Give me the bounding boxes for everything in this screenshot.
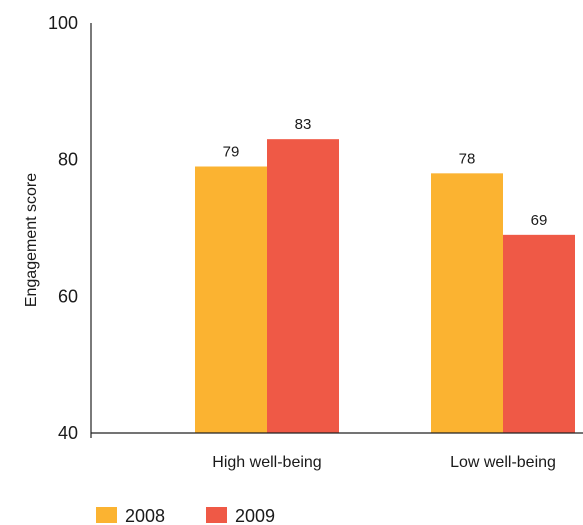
data-label-2008-1: 78 bbox=[459, 150, 476, 167]
legend-label-2009: 2009 bbox=[235, 506, 275, 525]
bar-2008-0 bbox=[195, 166, 267, 433]
y-axis-ticks: 40 60 80 100 bbox=[48, 13, 78, 443]
legend: 2008 2009 bbox=[96, 506, 275, 525]
data-label-2008-0: 79 bbox=[223, 144, 240, 161]
bar-2009-1 bbox=[503, 234, 575, 433]
y-tick-label: 80 bbox=[58, 150, 78, 170]
y-tick-label: 60 bbox=[58, 286, 78, 306]
category-label-1: Low well-being bbox=[450, 454, 556, 471]
bar-2009-0 bbox=[267, 139, 339, 433]
bars bbox=[195, 139, 575, 434]
y-tick-label: 100 bbox=[48, 13, 78, 33]
bar-2008-1 bbox=[431, 173, 503, 434]
y-tick-label: 40 bbox=[58, 423, 78, 443]
data-labels: 79 83 78 69 bbox=[223, 116, 548, 229]
legend-swatch-2009 bbox=[206, 507, 227, 523]
legend-swatch-2008 bbox=[96, 507, 117, 523]
category-label-0: High well-being bbox=[212, 454, 321, 471]
category-labels: High well-being Low well-being bbox=[212, 454, 556, 471]
data-label-2009-1: 69 bbox=[531, 212, 548, 229]
data-label-2009-0: 83 bbox=[295, 116, 312, 133]
legend-label-2008: 2008 bbox=[125, 506, 165, 525]
y-axis-label: Engagement score bbox=[23, 173, 40, 307]
